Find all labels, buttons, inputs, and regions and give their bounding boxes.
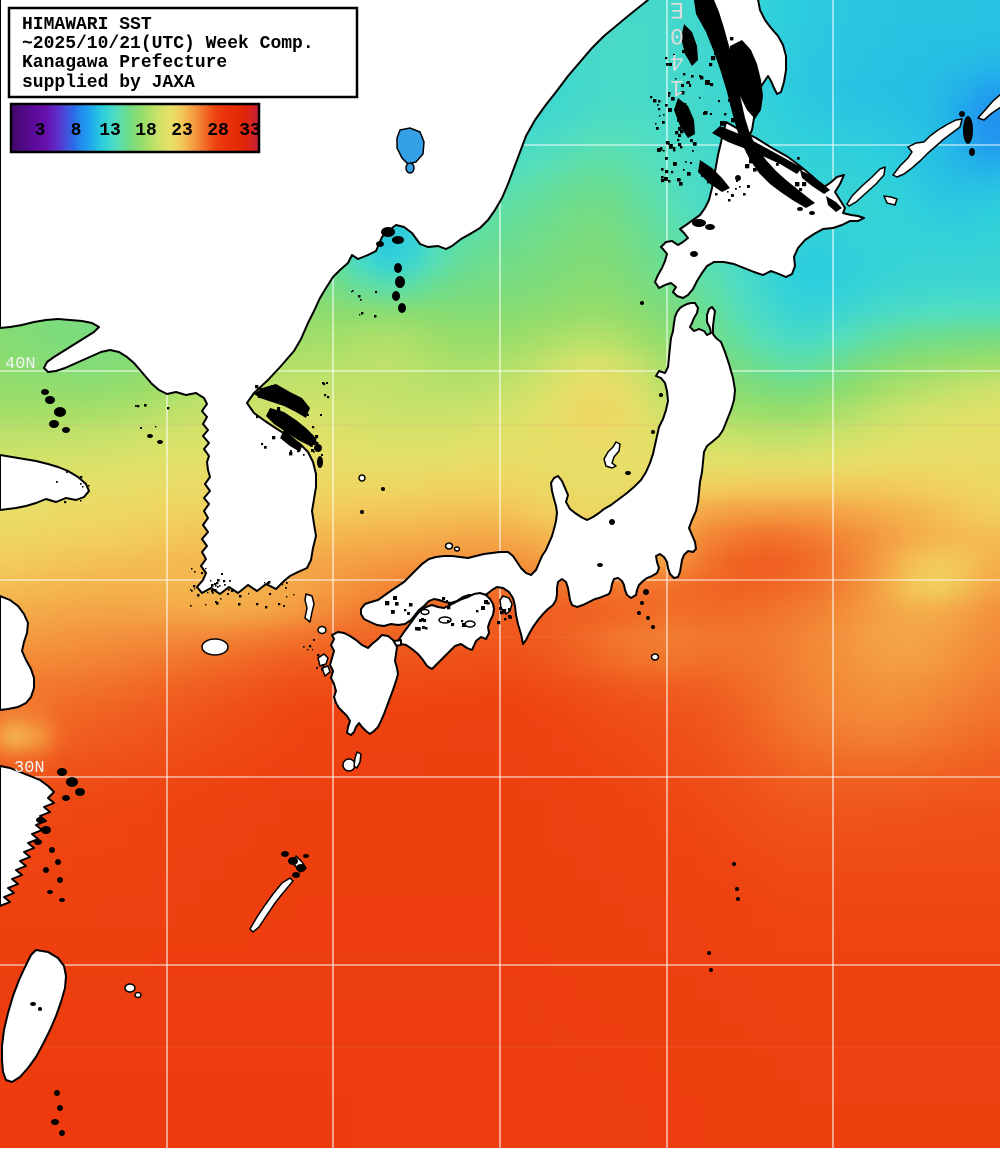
svg-text:E: E (670, 0, 684, 22)
svg-text:8: 8 (71, 121, 82, 141)
svg-text:30N: 30N (14, 759, 45, 778)
svg-text:1: 1 (670, 74, 684, 100)
svg-text:0: 0 (670, 22, 684, 48)
svg-text:HIMAWARI SST: HIMAWARI SST (22, 15, 152, 35)
svg-text:3: 3 (35, 121, 46, 141)
svg-text:~2025/10/21(UTC) Week Comp.: ~2025/10/21(UTC) Week Comp. (22, 34, 314, 54)
svg-text:23: 23 (171, 121, 193, 141)
svg-text:28: 28 (207, 121, 229, 141)
svg-text:Kanagawa Prefecture: Kanagawa Prefecture (22, 53, 227, 73)
svg-text:18: 18 (135, 121, 157, 141)
svg-text:4: 4 (670, 48, 684, 74)
svg-text:33: 33 (239, 121, 261, 141)
svg-text:40N: 40N (5, 355, 36, 374)
svg-text:supplied by JAXA: supplied by JAXA (22, 73, 195, 93)
svg-text:13: 13 (99, 121, 121, 141)
